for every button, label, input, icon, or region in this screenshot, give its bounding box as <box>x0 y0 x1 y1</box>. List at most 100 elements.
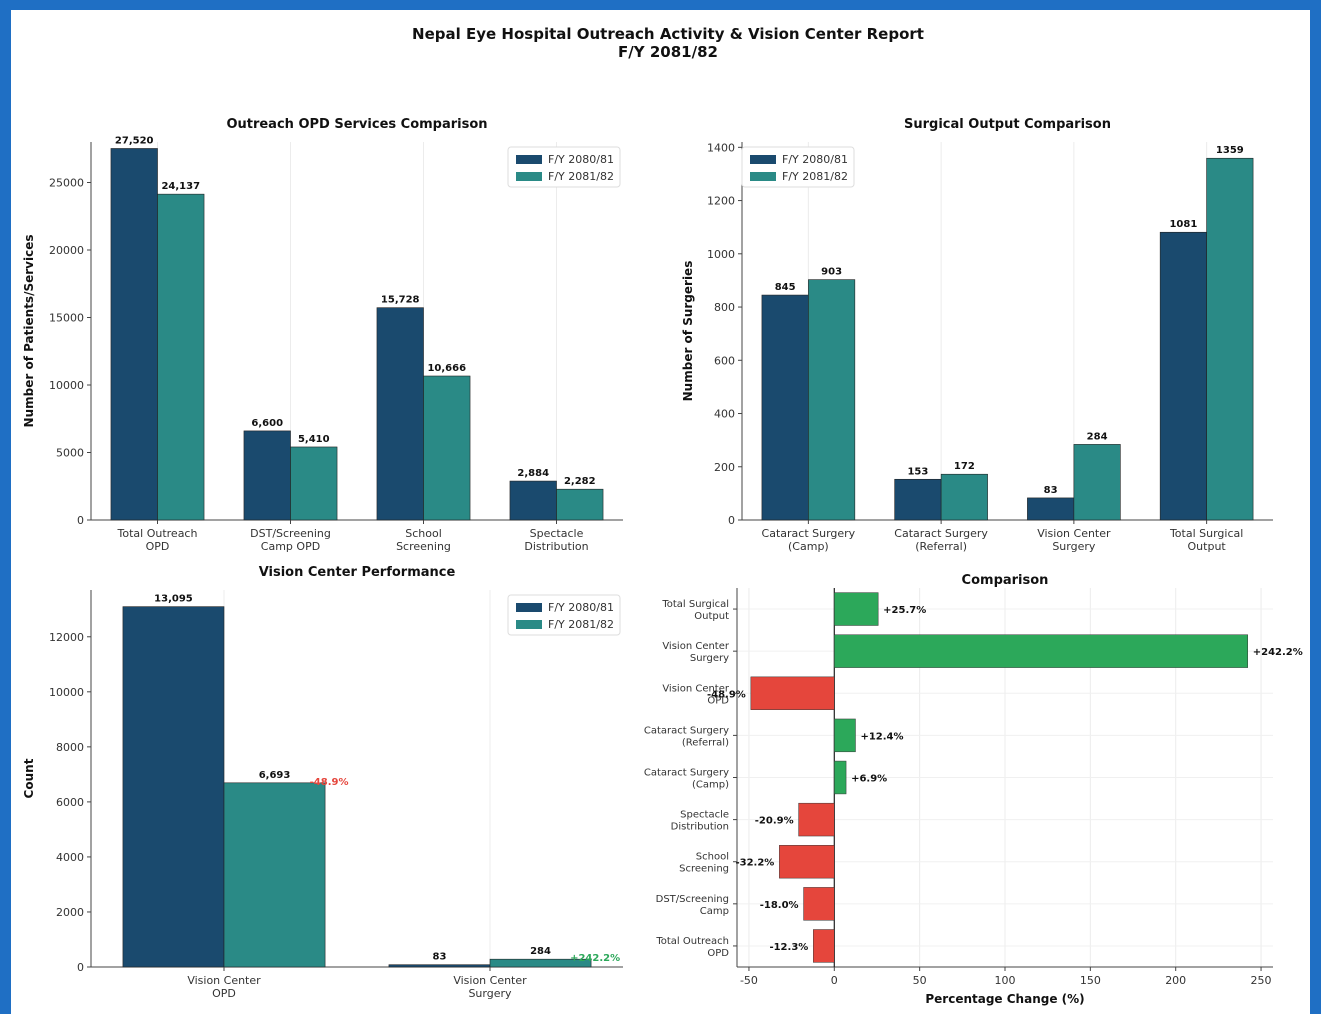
chart-title: Comparison <box>962 573 1049 588</box>
x-tick-label: Surgery <box>468 987 512 1000</box>
chart-title: Vision Center Performance <box>259 565 456 580</box>
outreach-opd-chart: Outreach OPD Services Comparison Number o… <box>22 117 623 553</box>
bar-value-label: 24,137 <box>161 181 200 192</box>
y-tick-label: Screening <box>679 864 729 875</box>
legend-label: F/Y 2080/81 <box>548 153 614 166</box>
bar <box>1206 157 1254 521</box>
bar-value-label: -18.0% <box>760 900 799 911</box>
legend-swatch <box>516 172 542 181</box>
surgical-output-chart: Surgical Output Comparison Number of Surg… <box>681 117 1273 553</box>
x-tick-label: OPD <box>212 987 236 1000</box>
bar-value-label: +12.4% <box>860 731 903 742</box>
x-tick-label: DST/Screening <box>250 527 331 540</box>
bar-value-label: 27,520 <box>115 135 154 146</box>
bar <box>834 760 847 795</box>
x-tick-label: Vision Center <box>187 974 261 987</box>
bar-value-label: 903 <box>821 267 842 278</box>
y-tick-label: 1000 <box>707 248 735 261</box>
bar <box>894 478 942 521</box>
y-tick-label: 0 <box>77 514 84 527</box>
y-axis-label: Count <box>22 758 36 798</box>
x-tick-label: (Camp) <box>788 540 829 553</box>
y-tick-label: 600 <box>714 354 735 367</box>
bar-value-label: 1081 <box>1169 219 1197 230</box>
y-tick-label: 5000 <box>56 447 84 460</box>
bar <box>1159 231 1207 521</box>
bar <box>223 782 326 968</box>
bar-value-label: 153 <box>907 466 928 477</box>
y-axis-label: Number of Patients/Services <box>22 235 36 428</box>
legend-label: F/Y 2081/82 <box>782 170 848 183</box>
y-tick-label: 10000 <box>49 686 84 699</box>
chart-title: Outreach OPD Services Comparison <box>226 117 487 132</box>
bar <box>157 193 205 521</box>
bar-value-label: 15,728 <box>381 295 420 306</box>
x-tick-label: (Referral) <box>915 540 967 553</box>
y-tick-label: 20000 <box>49 244 84 257</box>
y-tick-label: Camp <box>700 906 729 917</box>
y-tick-label: 2000 <box>56 906 84 919</box>
x-tick-label: 0 <box>831 974 838 987</box>
y-tick-label: 400 <box>714 408 735 421</box>
x-tick-label: Surgery <box>1052 540 1096 553</box>
bar <box>750 676 835 710</box>
figure-subtitle: F/Y 2081/82 <box>618 43 718 61</box>
chart-title: Surgical Output Comparison <box>904 117 1111 132</box>
x-tick-label: School <box>405 527 442 540</box>
y-tick-label: 4000 <box>56 851 84 864</box>
x-tick-label: 100 <box>995 974 1016 987</box>
x-tick-label: Camp OPD <box>261 540 320 553</box>
bar <box>1073 444 1121 521</box>
x-tick-label: Cataract Surgery <box>894 527 988 540</box>
bar <box>1027 497 1075 521</box>
x-tick-label: OPD <box>146 540 170 553</box>
y-tick-label: 800 <box>714 301 735 314</box>
y-tick-label: Cataract Surgery <box>644 725 729 736</box>
y-tick-label: Spectacle <box>680 810 729 821</box>
bar <box>940 473 988 521</box>
bar <box>290 446 338 521</box>
x-tick-label: Screening <box>396 540 451 553</box>
y-tick-label: 8000 <box>56 741 84 754</box>
y-tick-label: Total Outreach <box>655 936 729 947</box>
y-tick-label: DST/Screening <box>656 894 729 905</box>
bar <box>110 148 158 521</box>
y-tick-label: 6000 <box>56 796 84 809</box>
legend-label: F/Y 2080/81 <box>548 601 614 614</box>
figure-frame: Nepal Eye Hospital Outreach Activity & V… <box>11 10 1310 1014</box>
bar-value-label: +6.9% <box>851 774 887 785</box>
legend-swatch <box>516 620 542 629</box>
bar <box>243 430 291 521</box>
x-tick-label: Vision Center <box>453 974 527 987</box>
change-label: -48.9% <box>310 777 349 788</box>
y-tick-label: 10000 <box>49 379 84 392</box>
bar <box>388 964 491 968</box>
y-tick-label: OPD <box>707 948 729 959</box>
bar <box>423 375 471 521</box>
y-tick-label: School <box>696 852 729 863</box>
bar-value-label: 2,282 <box>564 476 596 487</box>
bar <box>798 802 835 837</box>
bar-value-label: 13,095 <box>154 594 193 605</box>
figure-title: Nepal Eye Hospital Outreach Activity & V… <box>412 25 924 43</box>
y-tick-label: 12000 <box>49 631 84 644</box>
x-tick-label: 250 <box>1251 974 1272 987</box>
x-tick-label: Vision Center <box>1037 527 1111 540</box>
bar <box>834 718 856 753</box>
y-tick-label: Vision Center <box>662 683 730 694</box>
bar-value-label: -12.3% <box>769 942 808 953</box>
y-tick-label: 25000 <box>49 177 84 190</box>
y-tick-label: Cataract Surgery <box>644 768 729 779</box>
bar <box>376 307 424 521</box>
y-axis-label: Number of Surgeries <box>681 261 695 402</box>
bar-value-label: 10,666 <box>427 363 466 374</box>
y-tick-label: OPD <box>707 695 729 706</box>
bar <box>813 929 835 963</box>
bar-value-label: 6,693 <box>259 770 291 781</box>
x-tick-label: Total Outreach <box>117 527 198 540</box>
legend-swatch <box>516 155 542 164</box>
percentage-change-chart: Comparison Percentage Change (%) -50 0 50 100… <box>644 573 1303 1006</box>
bar <box>509 480 557 521</box>
bar-value-label: 284 <box>530 946 551 957</box>
legend-label: F/Y 2081/82 <box>548 170 614 183</box>
